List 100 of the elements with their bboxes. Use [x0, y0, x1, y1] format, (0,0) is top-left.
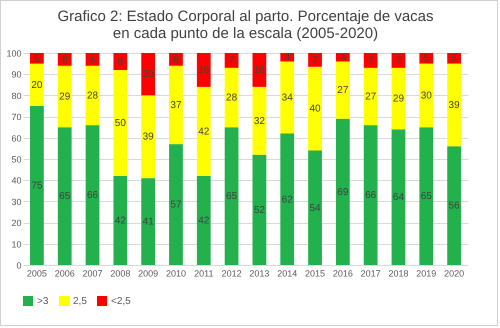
bar — [58, 127, 72, 265]
data-label: 28 — [226, 92, 238, 104]
bar — [392, 53, 406, 68]
x-tick-label: 2018 — [388, 268, 408, 278]
data-label: 75 — [31, 180, 43, 192]
data-label: 66 — [365, 190, 377, 202]
x-tick-label: 2017 — [360, 268, 381, 278]
data-label: 6 — [90, 54, 96, 66]
bar — [30, 64, 44, 106]
y-tick-label: 0 — [16, 260, 22, 270]
x-tick-label: 2005 — [26, 268, 47, 278]
bar — [169, 66, 183, 144]
data-label: 6 — [173, 54, 180, 66]
x-tick-label: 2019 — [416, 268, 436, 278]
y-tick-label: 20 — [11, 218, 22, 228]
data-label: 5 — [451, 53, 458, 64]
data-label: 50 — [114, 118, 126, 129]
data-label: 7 — [368, 55, 374, 66]
data-label: 41 — [142, 216, 154, 228]
chart-title: Grafico 2: Estado Corporal al parto. Porcentaje de vacas en cada punto de la escala (2005-2020) — [57, 8, 434, 42]
x-tick-label: 2010 — [166, 268, 186, 278]
x-tick-label: 2008 — [110, 268, 130, 278]
data-label: 42 — [198, 126, 210, 138]
bar — [30, 106, 44, 265]
x-tick-label: 2006 — [54, 268, 75, 278]
x-tick-label: 2009 — [138, 268, 158, 278]
data-label: 5 — [34, 53, 40, 64]
legend-label: >3 — [37, 296, 49, 307]
bar — [308, 150, 322, 265]
bar — [280, 134, 294, 265]
bar — [392, 129, 406, 265]
y-tick-label: 10 — [11, 239, 22, 250]
bar — [224, 53, 238, 68]
data-label: 62 — [282, 194, 294, 206]
bar — [252, 154, 266, 265]
bar — [419, 64, 434, 128]
data-label: 65 — [59, 191, 71, 202]
data-label: 66 — [86, 190, 99, 202]
y-tick-label: 40 — [11, 176, 22, 186]
legend-label: <2,5 — [111, 296, 132, 307]
data-label: 57 — [170, 200, 182, 211]
bar — [58, 66, 72, 128]
data-label: 27 — [365, 91, 377, 102]
y-tick-label: 80 — [11, 90, 22, 101]
bar — [392, 68, 406, 130]
data-label: 28 — [86, 90, 99, 102]
x-tick-label: 2020 — [444, 268, 464, 278]
bar — [141, 178, 156, 265]
data-label: 4 — [284, 52, 290, 64]
bar — [196, 176, 211, 265]
data-label: 30 — [420, 90, 432, 102]
bar — [419, 127, 434, 265]
data-label: 34 — [282, 92, 294, 104]
data-label: 56 — [448, 200, 460, 212]
data-label: 39 — [448, 100, 460, 111]
data-label: 5 — [424, 53, 430, 64]
y-tick-label: 30 — [11, 196, 22, 207]
data-label: 29 — [59, 91, 71, 102]
bar — [113, 176, 128, 265]
y-tick-label: 60 — [11, 133, 22, 144]
bar — [252, 86, 266, 155]
x-tick-label: 2011 — [194, 268, 214, 278]
data-label: 16 — [198, 64, 210, 76]
bar — [196, 86, 211, 176]
x-tick-label: 2012 — [222, 268, 242, 278]
x-tick-label: 2016 — [332, 268, 353, 278]
data-label: 39 — [142, 132, 154, 143]
bar — [447, 64, 461, 146]
data-label: 16 — [254, 64, 266, 76]
data-label: 4 — [340, 52, 346, 64]
y-tick-label: 100 — [6, 48, 22, 58]
data-label: 7 — [396, 55, 402, 66]
bar — [336, 61, 350, 119]
data-label: 42 — [198, 215, 210, 226]
y-tick-label: 90 — [11, 70, 22, 80]
legend-label: 2,5 — [73, 296, 88, 307]
bar — [169, 144, 183, 265]
bar — [308, 66, 322, 151]
bar — [86, 125, 100, 265]
data-label: 52 — [254, 204, 266, 216]
data-label: 7 — [312, 54, 318, 66]
data-label: 20 — [142, 69, 154, 80]
bar — [308, 53, 322, 67]
data-label: 64 — [392, 192, 404, 204]
bar — [141, 95, 156, 178]
bar — [364, 53, 378, 68]
data-label: 8 — [118, 56, 124, 68]
data-label: 42 — [114, 215, 126, 226]
y-tick-label: 50 — [11, 154, 22, 164]
x-tick-label: 2013 — [249, 268, 270, 278]
bar — [252, 53, 266, 87]
bar — [224, 68, 238, 128]
data-label: 40 — [309, 104, 322, 115]
bar — [141, 53, 156, 96]
data-label: 54 — [309, 202, 322, 214]
x-tick-label: 2007 — [82, 268, 103, 278]
bar — [224, 127, 238, 265]
data-label: 7 — [228, 55, 235, 66]
bar — [86, 66, 100, 126]
data-label: 65 — [226, 191, 238, 202]
